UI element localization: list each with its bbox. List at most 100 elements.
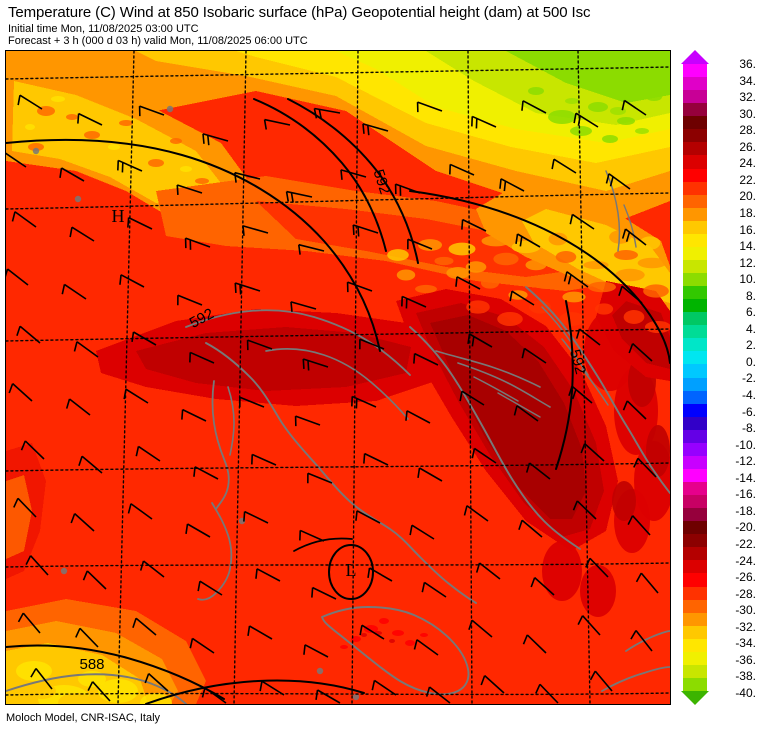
colorbar-tick: -40. <box>735 687 756 699</box>
colorbar-band <box>683 64 707 77</box>
colorbar-band <box>683 443 707 456</box>
colorbar-band <box>683 508 707 521</box>
colorbar-tick: -26. <box>735 571 756 583</box>
colorbar-band <box>683 678 707 691</box>
colorbar-band <box>683 573 707 586</box>
colorbar-tick: 14. <box>739 240 756 252</box>
colorbar-band <box>683 652 707 665</box>
colorbar-tick: -4. <box>742 389 756 401</box>
colorbar-band <box>683 534 707 547</box>
colorbar-band <box>683 142 707 155</box>
colorbar-band <box>683 129 707 142</box>
colorbar-tick: -8. <box>742 422 756 434</box>
colorbar-tick: -22. <box>735 538 756 550</box>
colorbar-tick: 2. <box>746 339 756 351</box>
colorbar-tick: -6. <box>742 406 756 418</box>
forecast-time-label: Forecast + 3 h (000 d 03 h) valid Mon, 1… <box>8 35 308 47</box>
colorbar-tick: -14. <box>735 472 756 484</box>
high-pressure-marker: H <box>112 206 125 226</box>
colorbar-band <box>683 273 707 286</box>
colorbar-tick: 18. <box>739 207 756 219</box>
colorbar-band <box>683 155 707 168</box>
colorbar-band <box>683 521 707 534</box>
geopotential-contour-label: 588 <box>79 656 104 673</box>
colorbar-band <box>683 338 707 351</box>
colorbar-tick: 24. <box>739 157 756 169</box>
colorbar-tick: 20. <box>739 190 756 202</box>
colorbar-band <box>683 430 707 443</box>
colorbar-band <box>683 456 707 469</box>
colorbar-band <box>683 613 707 626</box>
colorbar-band <box>683 299 707 312</box>
colorbar-band <box>683 665 707 678</box>
colorbar-tick: 26. <box>739 141 756 153</box>
colorbar-band <box>683 469 707 482</box>
colorbar-band <box>683 391 707 404</box>
colorbar-tick: -20. <box>735 521 756 533</box>
colorbar-band <box>683 560 707 573</box>
colorbar-tick: 6. <box>746 306 756 318</box>
colorbar-tick: -38. <box>735 670 756 682</box>
colorbar-band <box>683 600 707 613</box>
low-pressure-marker: L <box>346 560 357 580</box>
colorbar-tick-labels: 36. 34. 32. 30. 28. 26. 24. 22. 20. 18. 16. 14. 12. 1… <box>718 50 760 705</box>
colorbar-band <box>683 260 707 273</box>
colorbar-band <box>683 482 707 495</box>
colorbar-tick: 0. <box>746 356 756 368</box>
colorbar-band <box>683 182 707 195</box>
colorbar-band <box>683 195 707 208</box>
colorbar-band <box>683 234 707 247</box>
colorbar-tick: -10. <box>735 439 756 451</box>
colorbar-band <box>683 77 707 90</box>
colorbar-tick: -12. <box>735 455 756 467</box>
colorbar-band <box>683 286 707 299</box>
colorbar-gradient <box>683 64 707 691</box>
colorbar-band <box>683 325 707 338</box>
colorbar-tick: 8. <box>746 290 756 302</box>
colorbar-under-arrow <box>681 691 709 705</box>
colorbar-band <box>683 208 707 221</box>
colorbar-band <box>683 247 707 260</box>
colorbar-tick: 10. <box>739 273 756 285</box>
weather-map[interactable]: 592 592 592 588 H L <box>5 50 671 705</box>
colorbar-band <box>683 404 707 417</box>
colorbar-tick: 28. <box>739 124 756 136</box>
colorbar-band <box>683 169 707 182</box>
colorbar[interactable] <box>681 50 711 705</box>
initial-time-label: Initial time Mon, 11/08/2025 03:00 UTC <box>8 23 199 35</box>
colorbar-band <box>683 378 707 391</box>
colorbar-band <box>683 547 707 560</box>
colorbar-tick: 36. <box>739 58 756 70</box>
colorbar-band <box>683 364 707 377</box>
colorbar-band <box>683 116 707 129</box>
colorbar-tick: -16. <box>735 488 756 500</box>
colorbar-tick: -18. <box>735 505 756 517</box>
colorbar-tick: 4. <box>746 323 756 335</box>
colorbar-tick: 16. <box>739 224 756 236</box>
colorbar-band <box>683 351 707 364</box>
colorbar-band <box>683 103 707 116</box>
map-raster: 592592592588HL <box>6 51 670 704</box>
colorbar-tick: -34. <box>735 637 756 649</box>
colorbar-tick: 22. <box>739 174 756 186</box>
colorbar-tick: -28. <box>735 588 756 600</box>
colorbar-band <box>683 495 707 508</box>
colorbar-tick: -30. <box>735 604 756 616</box>
colorbar-tick: 30. <box>739 108 756 120</box>
colorbar-band <box>683 417 707 430</box>
colorbar-band <box>683 90 707 103</box>
colorbar-tick: 32. <box>739 91 756 103</box>
colorbar-band <box>683 587 707 600</box>
colorbar-band <box>683 221 707 234</box>
colorbar-tick: -32. <box>735 621 756 633</box>
colorbar-tick: -24. <box>735 555 756 567</box>
model-credit: Moloch Model, CNR-ISAC, Italy <box>6 712 160 724</box>
colorbar-tick: -2. <box>742 372 756 384</box>
colorbar-tick: 12. <box>739 257 756 269</box>
page-title: Temperature (C) Wind at 850 Isobaric sur… <box>8 5 590 21</box>
colorbar-over-arrow <box>681 50 709 64</box>
colorbar-band <box>683 639 707 652</box>
colorbar-tick: -36. <box>735 654 756 666</box>
colorbar-tick: 34. <box>739 75 756 87</box>
colorbar-band <box>683 626 707 639</box>
